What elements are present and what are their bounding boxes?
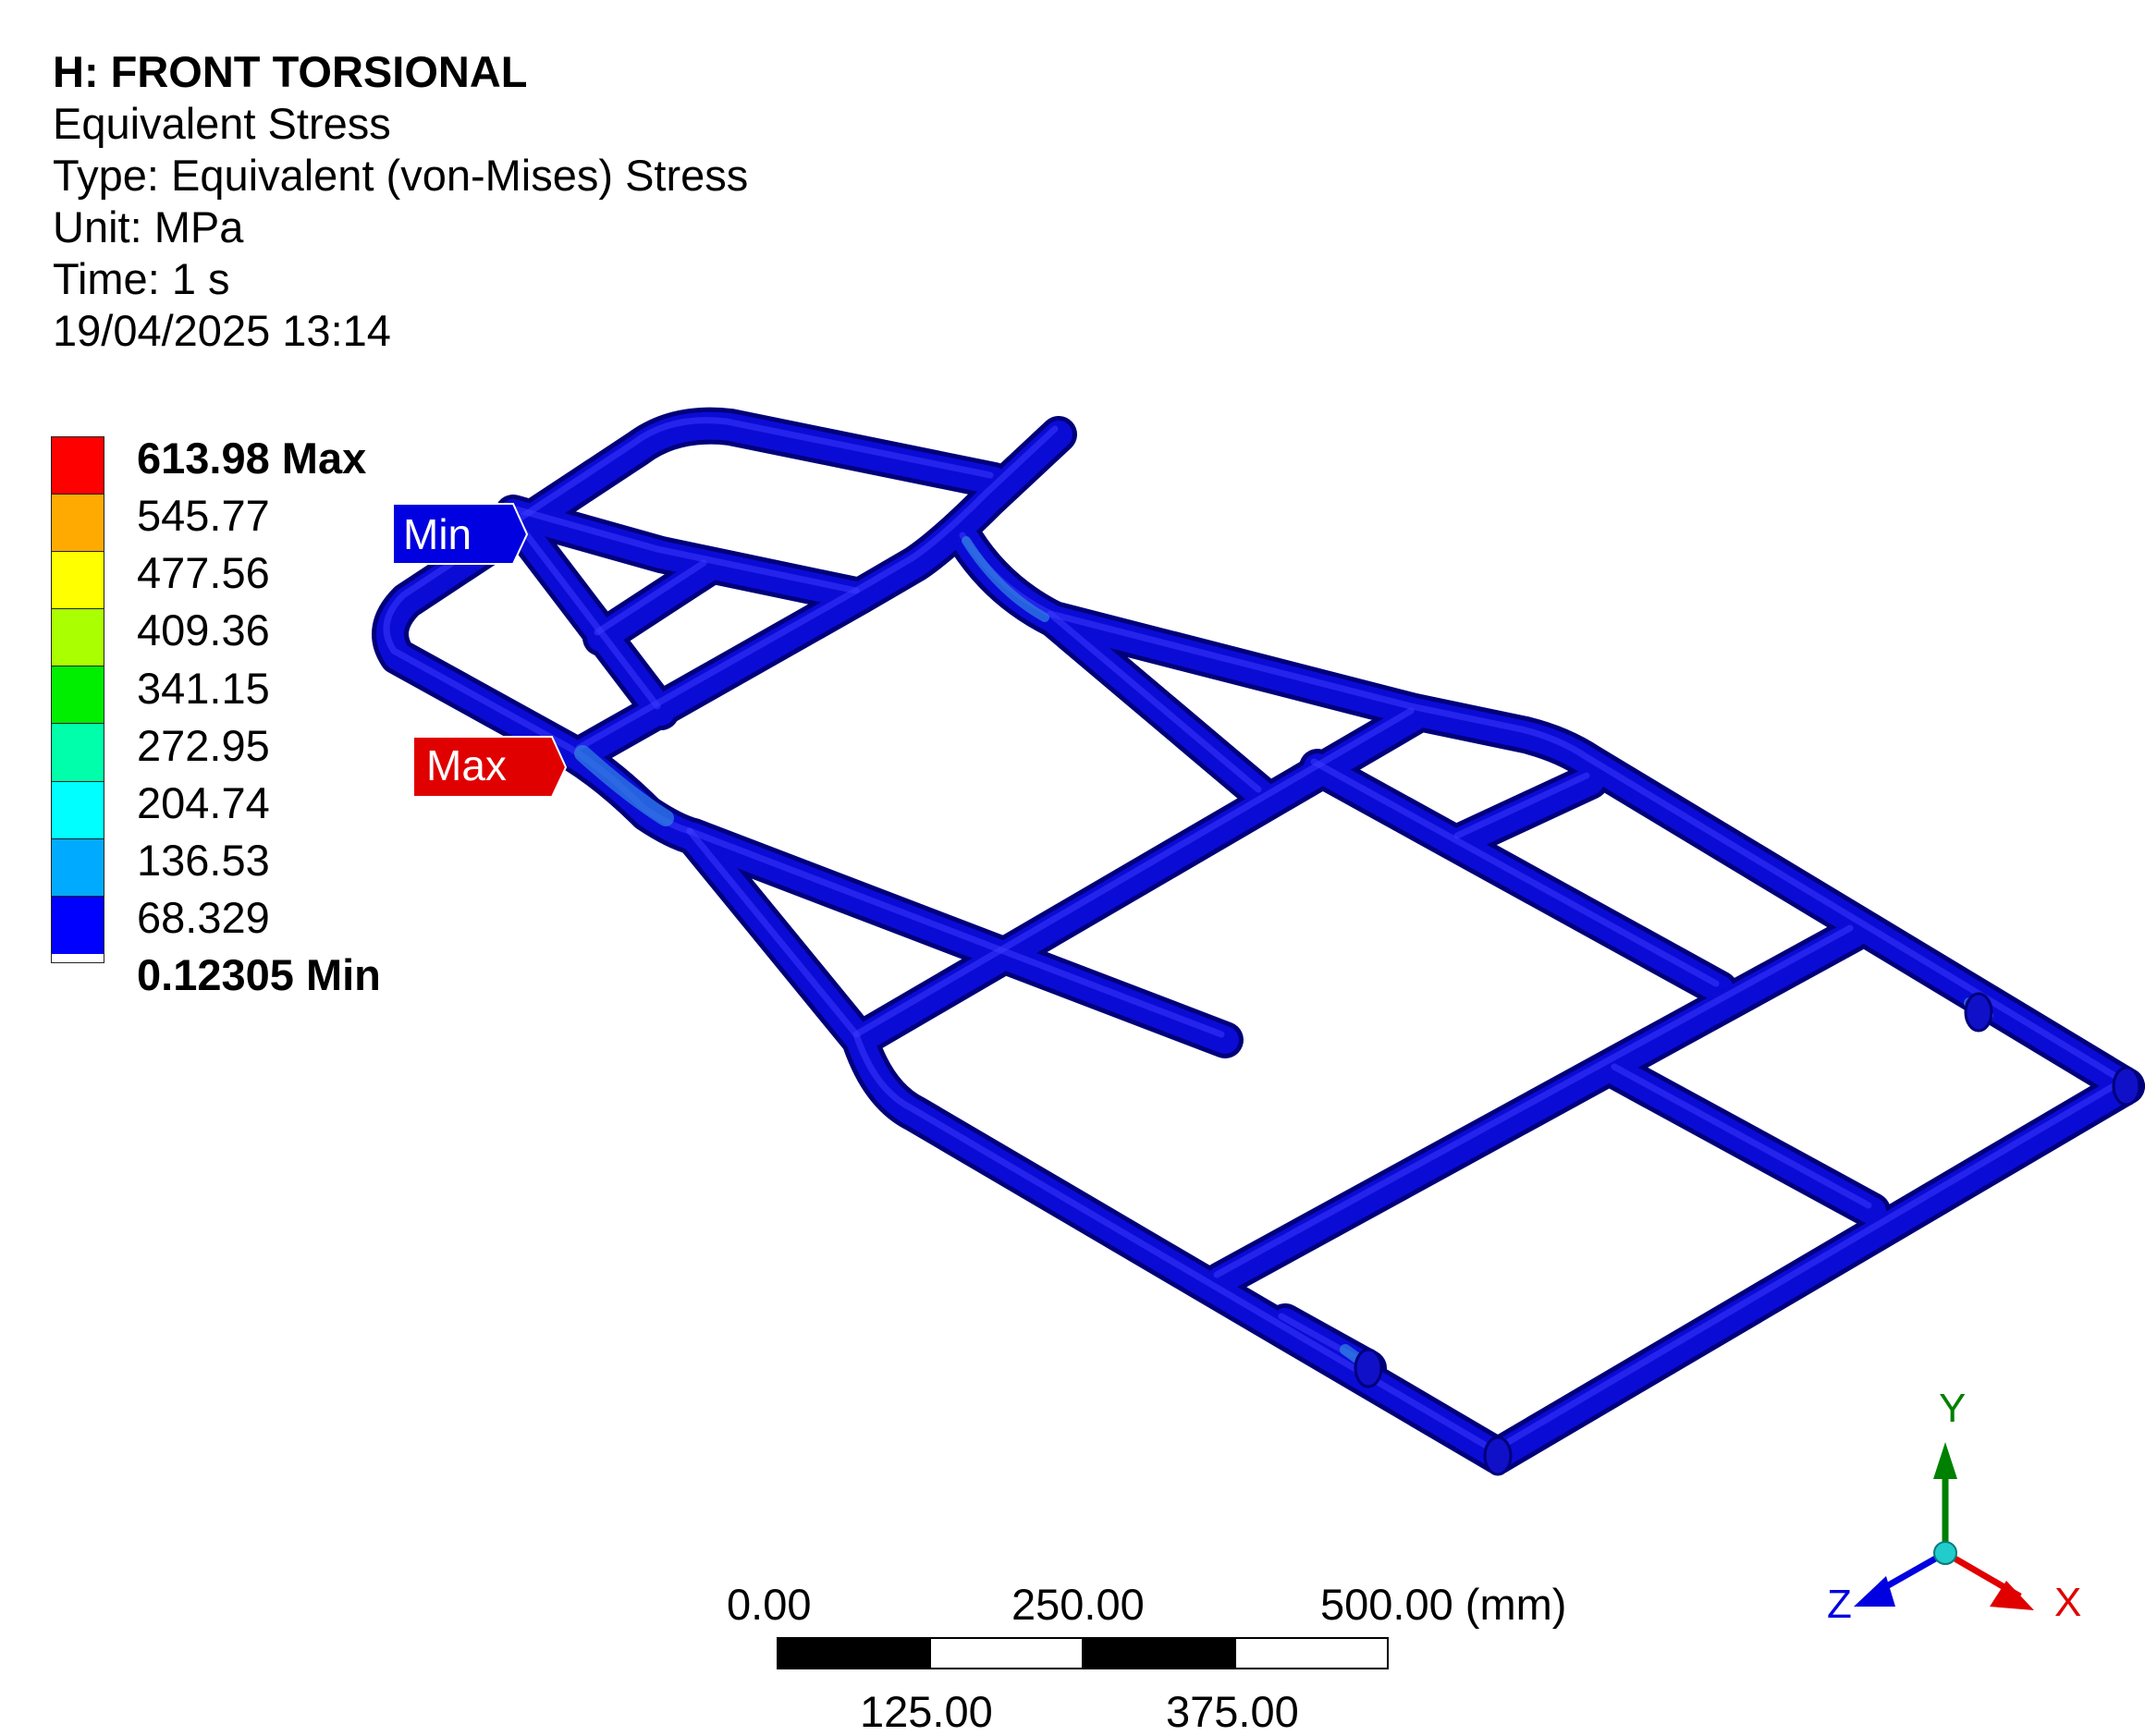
frame-tube-highlight <box>1611 1063 1872 1209</box>
legend-swatch <box>52 495 104 553</box>
max-probe-tag <box>412 736 568 798</box>
tube-end-cap <box>2112 1066 2141 1106</box>
legend-label: 477.56 <box>137 548 270 597</box>
scale-bar <box>777 1637 1389 1669</box>
legend-swatch <box>52 724 104 782</box>
scale-bar-segment <box>1234 1637 1389 1669</box>
stress-hotspot <box>962 536 1049 622</box>
frame-tube <box>1207 920 1868 1294</box>
frame-tube-highlight <box>1490 1077 2127 1454</box>
legend-color-bar <box>51 436 104 963</box>
result-header: H: FRONT TORSIONAL Equivalent Stress Typ… <box>53 46 748 357</box>
legend-swatch <box>52 838 104 897</box>
triad-origin <box>1933 1541 1957 1565</box>
frame-tube-highlight <box>506 508 661 710</box>
result-timestamp: 19/04/2025 13:14 <box>53 306 391 355</box>
legend-label-max: 613.98 Max <box>137 434 367 483</box>
triad-z-label: Z <box>1827 1582 1852 1627</box>
min-probe-tag <box>392 503 529 565</box>
frame-tube-highlight <box>594 559 707 636</box>
frame-tube <box>1447 767 1604 855</box>
legend-label: 545.77 <box>137 491 270 540</box>
frame-tube-highlight <box>1047 610 1262 793</box>
result-name: Equivalent Stress <box>53 99 391 148</box>
frame-tube-highlight <box>575 425 1059 752</box>
min-probe-label: Min <box>403 510 472 558</box>
scale-label-500: 500.00 (mm) <box>1320 1580 1567 1629</box>
result-unit: Unit: MPa <box>53 202 244 251</box>
legend-label: 68.329 <box>137 893 270 942</box>
legend-label: 409.36 <box>137 605 270 654</box>
frame-tube-highlight <box>506 504 860 594</box>
triad-x-label: X <box>2054 1580 2082 1625</box>
analysis-title: H: FRONT TORSIONAL <box>53 47 528 96</box>
scale-bar-segment <box>1082 1637 1236 1669</box>
triad-x-arrow <box>1990 1581 2034 1610</box>
legend-label: 136.53 <box>137 836 270 885</box>
frame-tube-highlight <box>1213 924 1854 1278</box>
triad-z-arrow <box>1854 1576 1895 1607</box>
scale-label-125: 125.00 <box>860 1687 993 1736</box>
legend-label: 272.95 <box>137 721 270 770</box>
legend-swatch <box>52 666 104 725</box>
scale-label-250: 250.00 <box>1011 1580 1145 1629</box>
frame-tube <box>499 499 874 610</box>
frame-tube-highlight <box>1310 758 1720 987</box>
frame-tube <box>1484 1072 2140 1470</box>
frame-tube-highlight <box>686 827 1498 1454</box>
legend-swatch <box>52 896 104 954</box>
scale-bar-segment <box>777 1637 931 1669</box>
triad-y-arrow <box>1933 1442 1957 1479</box>
legend-swatch <box>52 437 104 495</box>
scale-bar-segment <box>929 1637 1084 1669</box>
scale-label-375: 375.00 <box>1166 1687 1299 1736</box>
scale-label-0: 0.00 <box>727 1580 812 1629</box>
tube-end-cap <box>1483 1436 1513 1476</box>
max-probe-label: Max <box>426 741 507 789</box>
legend-swatch <box>52 552 104 610</box>
frame-tube-highlight <box>1453 772 1590 839</box>
frame-tube <box>587 555 721 652</box>
tube-end-cap <box>1964 992 1993 1033</box>
tube-end-cap <box>1354 1348 1383 1388</box>
legend-label: 204.74 <box>137 778 270 827</box>
legend-swatch <box>52 609 104 667</box>
chassis-frame-model[interactable] <box>372 407 2145 1476</box>
result-time: Time: 1 s <box>53 254 230 303</box>
legend-swatch <box>52 781 104 839</box>
frame-tube-highlight <box>686 827 1225 1038</box>
stress-hotspot <box>574 745 674 826</box>
legend-label: 341.15 <box>137 664 270 713</box>
result-type: Type: Equivalent (von-Mises) Stress <box>53 151 749 200</box>
frame-tube <box>569 421 1072 767</box>
probe-markers <box>392 503 568 798</box>
triad-y-label: Y <box>1939 1386 1967 1431</box>
frame-tube <box>680 823 1239 1054</box>
axis-triad[interactable] <box>1854 1442 2034 1610</box>
legend-label-min: 0.12305 Min <box>137 950 381 999</box>
